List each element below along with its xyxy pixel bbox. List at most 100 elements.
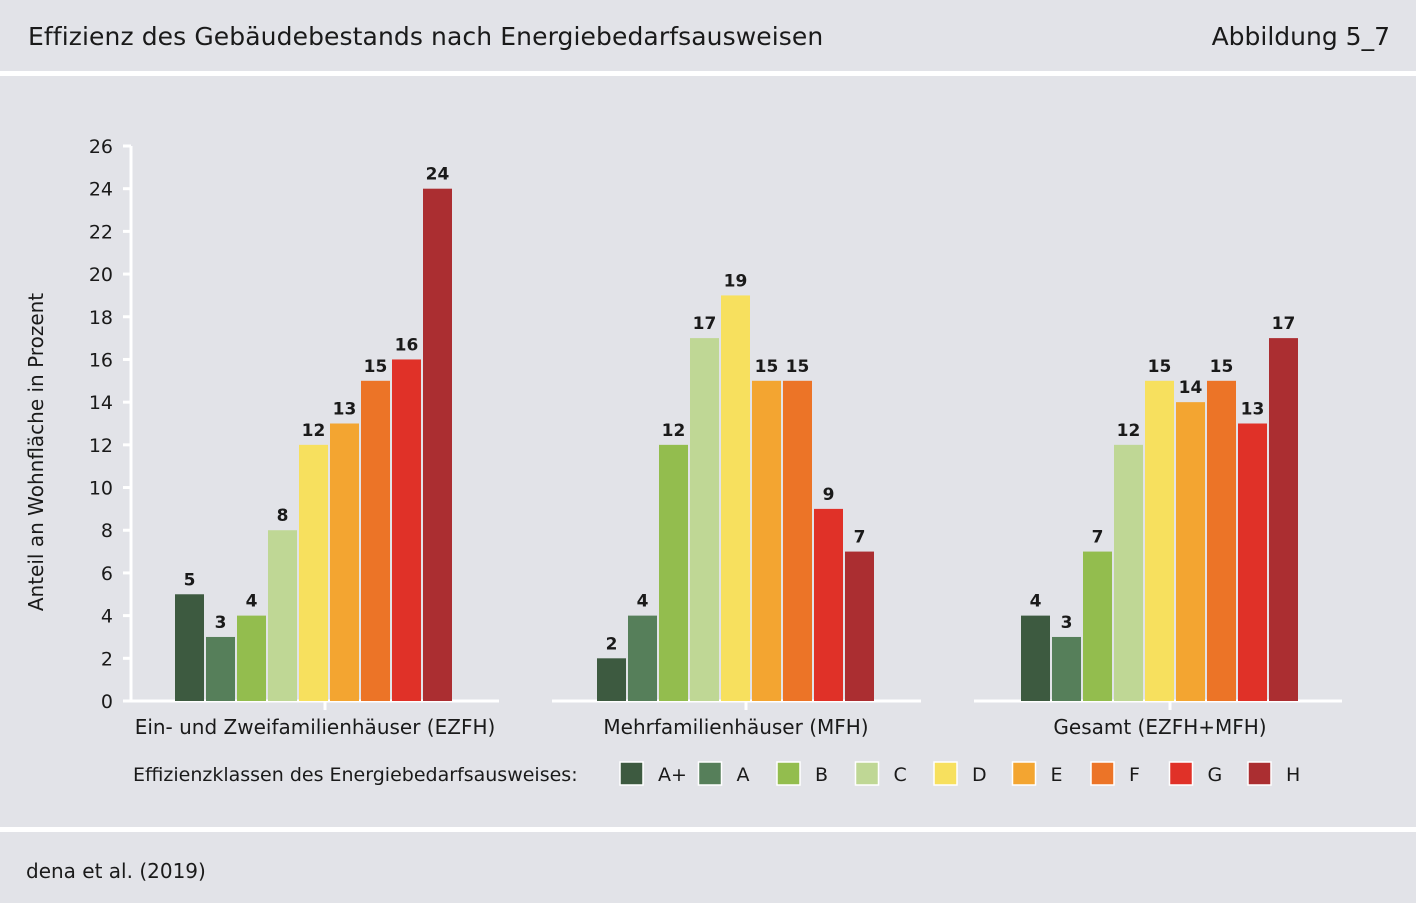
legend-swatch-G bbox=[1168, 761, 1194, 786]
y-tick-label: 26 bbox=[89, 136, 113, 158]
y-tick-label: 0 bbox=[101, 691, 113, 713]
bar-F bbox=[361, 380, 390, 701]
bar-F bbox=[1207, 380, 1236, 701]
data-label: 15 bbox=[364, 357, 388, 377]
bar-H bbox=[845, 551, 874, 701]
legend-swatch-B bbox=[776, 761, 801, 786]
legend: Effizienzklassen des Energiebedarfsauswe… bbox=[133, 761, 1300, 786]
group-label: Gesamt (EZFH+MFH) bbox=[1053, 715, 1266, 739]
bar-G bbox=[1238, 423, 1267, 701]
bar-G bbox=[392, 359, 421, 701]
legend-swatch-A+ bbox=[619, 761, 644, 786]
y-axis-title: Anteil an Wohnfläche in Prozent bbox=[24, 293, 48, 611]
data-label: 14 bbox=[1179, 378, 1203, 398]
bar-E bbox=[1176, 402, 1205, 701]
y-tick-label: 6 bbox=[101, 563, 113, 585]
data-label: 15 bbox=[786, 357, 810, 377]
data-label: 3 bbox=[1061, 613, 1073, 633]
data-label: 7 bbox=[854, 528, 866, 548]
legend-title: Effizienzklassen des Energiebedarfsauswe… bbox=[133, 764, 578, 786]
legend-label-E: E bbox=[1051, 764, 1063, 786]
data-label: 24 bbox=[426, 165, 450, 185]
data-label: 12 bbox=[1117, 421, 1141, 441]
data-label: 4 bbox=[1030, 592, 1042, 612]
data-label: 19 bbox=[724, 271, 748, 291]
bars bbox=[175, 188, 1298, 701]
chart-title: Effizienz des Gebäudebestands nach Energ… bbox=[28, 22, 824, 51]
bar-C bbox=[1114, 444, 1143, 701]
legend-label-A+: A+ bbox=[658, 764, 687, 786]
bar-E bbox=[330, 423, 359, 701]
bar-H bbox=[1269, 338, 1298, 701]
y-tick-label: 16 bbox=[89, 349, 113, 371]
bar-A bbox=[628, 615, 657, 701]
group-label: Ein- und Zweifamilienhäuser (EZFH) bbox=[135, 715, 496, 739]
legend-label-D: D bbox=[972, 764, 987, 786]
legend-swatch-E bbox=[1011, 761, 1037, 786]
bar-D bbox=[299, 444, 328, 701]
data-label: 5 bbox=[184, 570, 196, 590]
legend-label-F: F bbox=[1129, 764, 1140, 786]
y-tick-label: 8 bbox=[101, 520, 113, 542]
bar-A bbox=[206, 636, 235, 701]
data-label: 2 bbox=[606, 634, 618, 654]
bar-A+ bbox=[597, 658, 626, 701]
bar-F bbox=[783, 380, 812, 701]
y-tick-label: 18 bbox=[89, 307, 113, 329]
bar-A+ bbox=[175, 594, 204, 701]
data-labels: Ein- und Zweifamilienhäuser (EZFH)534812… bbox=[135, 165, 1296, 739]
y-tick-label: 22 bbox=[89, 221, 113, 243]
bar-B bbox=[659, 444, 688, 701]
legend-swatch-A bbox=[697, 761, 723, 786]
data-label: 12 bbox=[302, 421, 326, 441]
data-label: 3 bbox=[215, 613, 227, 633]
legend-label-H: H bbox=[1286, 764, 1300, 786]
group-label: Mehrfamilienhäuser (MFH) bbox=[603, 715, 868, 739]
data-label: 13 bbox=[1241, 400, 1265, 420]
y-tick-label: 20 bbox=[89, 264, 113, 286]
bar-B bbox=[237, 615, 266, 701]
header: Effizienz des Gebäudebestands nach Energ… bbox=[0, 0, 1416, 72]
legend-label-G: G bbox=[1208, 764, 1223, 786]
y-tick-label: 14 bbox=[89, 392, 113, 414]
legend-swatch-H bbox=[1247, 761, 1272, 786]
bar-A+ bbox=[1021, 615, 1050, 701]
legend-label-C: C bbox=[894, 764, 907, 786]
y-tick-label: 10 bbox=[89, 478, 113, 500]
figure-number: Abbildung 5_7 bbox=[1211, 22, 1390, 51]
data-label: 8 bbox=[277, 506, 289, 526]
legend-label-A: A bbox=[737, 764, 750, 786]
data-label: 4 bbox=[246, 592, 258, 612]
bar-E bbox=[752, 380, 781, 701]
data-label: 7 bbox=[1092, 528, 1104, 548]
data-label: 17 bbox=[1272, 314, 1296, 334]
y-tick-label: 2 bbox=[101, 648, 113, 670]
bar-C bbox=[268, 530, 297, 701]
bar-B bbox=[1083, 551, 1112, 701]
legend-swatch-C bbox=[854, 761, 880, 786]
source-note: dena et al. (2019) bbox=[26, 859, 206, 883]
data-label: 9 bbox=[823, 485, 835, 505]
bar-D bbox=[1145, 380, 1174, 701]
data-label: 4 bbox=[637, 592, 649, 612]
bar-H bbox=[423, 188, 452, 701]
legend-swatch-F bbox=[1090, 761, 1115, 786]
data-label: 16 bbox=[395, 335, 419, 355]
y-tick-label: 4 bbox=[101, 606, 113, 628]
bar-G bbox=[814, 508, 843, 701]
bar-C bbox=[690, 338, 719, 701]
data-label: 17 bbox=[693, 314, 717, 334]
top-divider bbox=[0, 71, 1416, 76]
data-label: 12 bbox=[662, 421, 686, 441]
legend-swatch-D bbox=[933, 761, 958, 786]
bottom-divider bbox=[0, 827, 1416, 832]
data-label: 15 bbox=[755, 357, 779, 377]
data-label: 15 bbox=[1210, 357, 1234, 377]
y-tick-label: 12 bbox=[89, 435, 113, 457]
legend-label-B: B bbox=[815, 764, 828, 786]
data-label: 13 bbox=[333, 400, 357, 420]
bar-D bbox=[721, 295, 750, 701]
bar-A bbox=[1052, 636, 1081, 701]
y-tick-label: 24 bbox=[89, 179, 113, 201]
